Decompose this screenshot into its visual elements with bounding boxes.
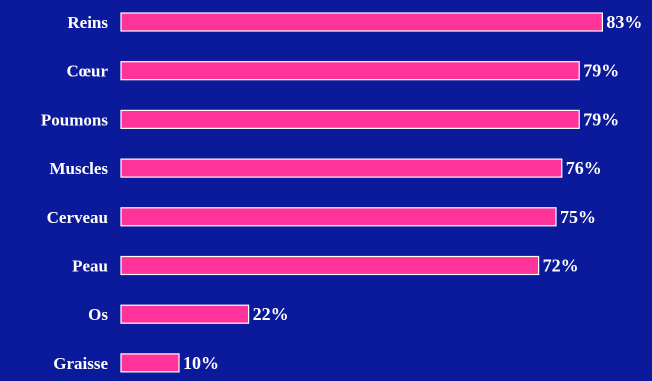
category-label-cerveau: Cerveau bbox=[47, 208, 108, 227]
bar-peau bbox=[120, 255, 540, 276]
category-label-os: Os bbox=[88, 305, 108, 324]
bar-os bbox=[120, 304, 250, 324]
bar-cerveau bbox=[120, 207, 557, 227]
bar-graisse bbox=[120, 353, 180, 373]
value-label-peau: 72% bbox=[543, 256, 579, 276]
value-label-poumons: 79% bbox=[583, 109, 619, 129]
category-label-peau: Peau bbox=[72, 257, 108, 276]
category-labels: Reins Cœur Poumons Muscles Cerveau Peau Os Grai… bbox=[41, 13, 109, 373]
bar-muscles bbox=[120, 158, 563, 178]
bar-coeur bbox=[120, 61, 580, 81]
bar-reins bbox=[120, 12, 603, 32]
bar-poumons bbox=[120, 109, 580, 130]
value-label-cerveau: 75% bbox=[560, 207, 596, 227]
bars bbox=[120, 12, 603, 373]
value-labels: 83% 79% 79% 76% 75% 72% 22% 10% bbox=[183, 12, 642, 373]
value-label-reins: 83% bbox=[606, 12, 642, 32]
category-label-muscles: Muscles bbox=[49, 159, 108, 178]
category-label-coeur: Cœur bbox=[66, 62, 108, 81]
value-label-muscles: 76% bbox=[566, 158, 602, 178]
value-label-coeur: 79% bbox=[583, 61, 619, 81]
value-label-graisse: 10% bbox=[183, 353, 219, 373]
value-label-os: 22% bbox=[253, 304, 289, 324]
category-label-poumons: Poumons bbox=[41, 110, 108, 129]
category-label-reins: Reins bbox=[67, 13, 108, 32]
category-label-graisse: Graisse bbox=[53, 354, 108, 373]
